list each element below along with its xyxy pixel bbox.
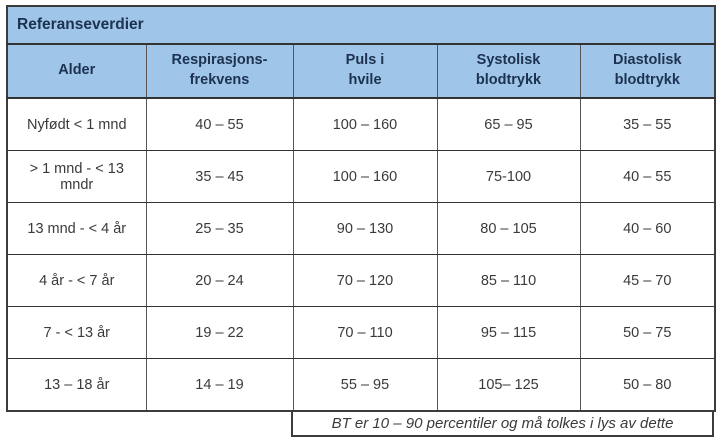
table-row: > 1 mnd - < 13 mndr 35 – 45 100 – 160 75… <box>6 150 716 203</box>
cell-systolisk: 105– 125 <box>436 358 581 412</box>
reference-values-table: Referanseverdier Alder Respirasjons- fre… <box>6 5 717 412</box>
table-row: Nyfødt < 1 mnd 40 – 55 100 – 160 65 – 95… <box>6 97 716 151</box>
table-row: 13 mnd - < 4 år 25 – 35 90 – 130 80 – 10… <box>6 202 716 255</box>
header-cell-diastolisk-blodtrykk: Diastolisk blodtrykk <box>579 43 716 99</box>
cell-respirasjonsfrekvens: 25 – 35 <box>145 202 294 255</box>
table-title: Referanseverdier <box>6 5 716 45</box>
cell-diastolisk: 40 – 55 <box>579 150 716 203</box>
cell-puls: 90 – 130 <box>292 202 438 255</box>
footnote-box: BT er 10 – 90 percentiler og må tolkes i… <box>291 410 714 437</box>
cell-alder: 4 år - < 7 år <box>6 254 147 307</box>
cell-respirasjonsfrekvens: 35 – 45 <box>145 150 294 203</box>
cell-systolisk: 95 – 115 <box>436 306 581 359</box>
cell-alder: 13 mnd - < 4 år <box>6 202 147 255</box>
cell-systolisk: 85 – 110 <box>436 254 581 307</box>
cell-diastolisk: 50 – 75 <box>579 306 716 359</box>
header-cell-systolisk-blodtrykk: Systolisk blodtrykk <box>436 43 581 99</box>
cell-diastolisk: 40 – 60 <box>579 202 716 255</box>
table-row: 7 - < 13 år 19 – 22 70 – 110 95 – 115 50… <box>6 306 716 359</box>
cell-puls: 55 – 95 <box>292 358 438 412</box>
cell-alder: 13 – 18 år <box>6 358 147 412</box>
cell-alder: 7 - < 13 år <box>6 306 147 359</box>
table-row: 4 år - < 7 år 20 – 24 70 – 120 85 – 110 … <box>6 254 716 307</box>
cell-puls: 70 – 110 <box>292 306 438 359</box>
cell-alder: Nyfødt < 1 mnd <box>6 97 147 151</box>
cell-systolisk: 65 – 95 <box>436 97 581 151</box>
cell-diastolisk: 45 – 70 <box>579 254 716 307</box>
cell-respirasjonsfrekvens: 19 – 22 <box>145 306 294 359</box>
cell-respirasjonsfrekvens: 40 – 55 <box>145 97 294 151</box>
cell-puls: 100 – 160 <box>292 150 438 203</box>
header-cell-respirasjonsfrekvens: Respirasjons- frekvens <box>145 43 294 99</box>
cell-puls: 100 – 160 <box>292 97 438 151</box>
cell-systolisk: 80 – 105 <box>436 202 581 255</box>
cell-systolisk: 75-100 <box>436 150 581 203</box>
cell-respirasjonsfrekvens: 20 – 24 <box>145 254 294 307</box>
cell-diastolisk: 35 – 55 <box>579 97 716 151</box>
cell-alder: > 1 mnd - < 13 mndr <box>6 150 147 203</box>
footnote-text: BT er 10 – 90 percentiler og må tolkes i… <box>331 415 674 432</box>
header-cell-alder: Alder <box>6 43 147 99</box>
cell-puls: 70 – 120 <box>292 254 438 307</box>
table-header-row: Alder Respirasjons- frekvens Puls i hvil… <box>6 43 716 99</box>
reference-table-wrap: Referanseverdier Alder Respirasjons- fre… <box>6 5 717 437</box>
table-row: 13 – 18 år 14 – 19 55 – 95 105– 125 50 –… <box>6 358 716 412</box>
cell-diastolisk: 50 – 80 <box>579 358 716 412</box>
table-title-row: Referanseverdier <box>6 5 716 45</box>
header-cell-puls-i-hvile: Puls i hvile <box>292 43 438 99</box>
cell-respirasjonsfrekvens: 14 – 19 <box>145 358 294 412</box>
